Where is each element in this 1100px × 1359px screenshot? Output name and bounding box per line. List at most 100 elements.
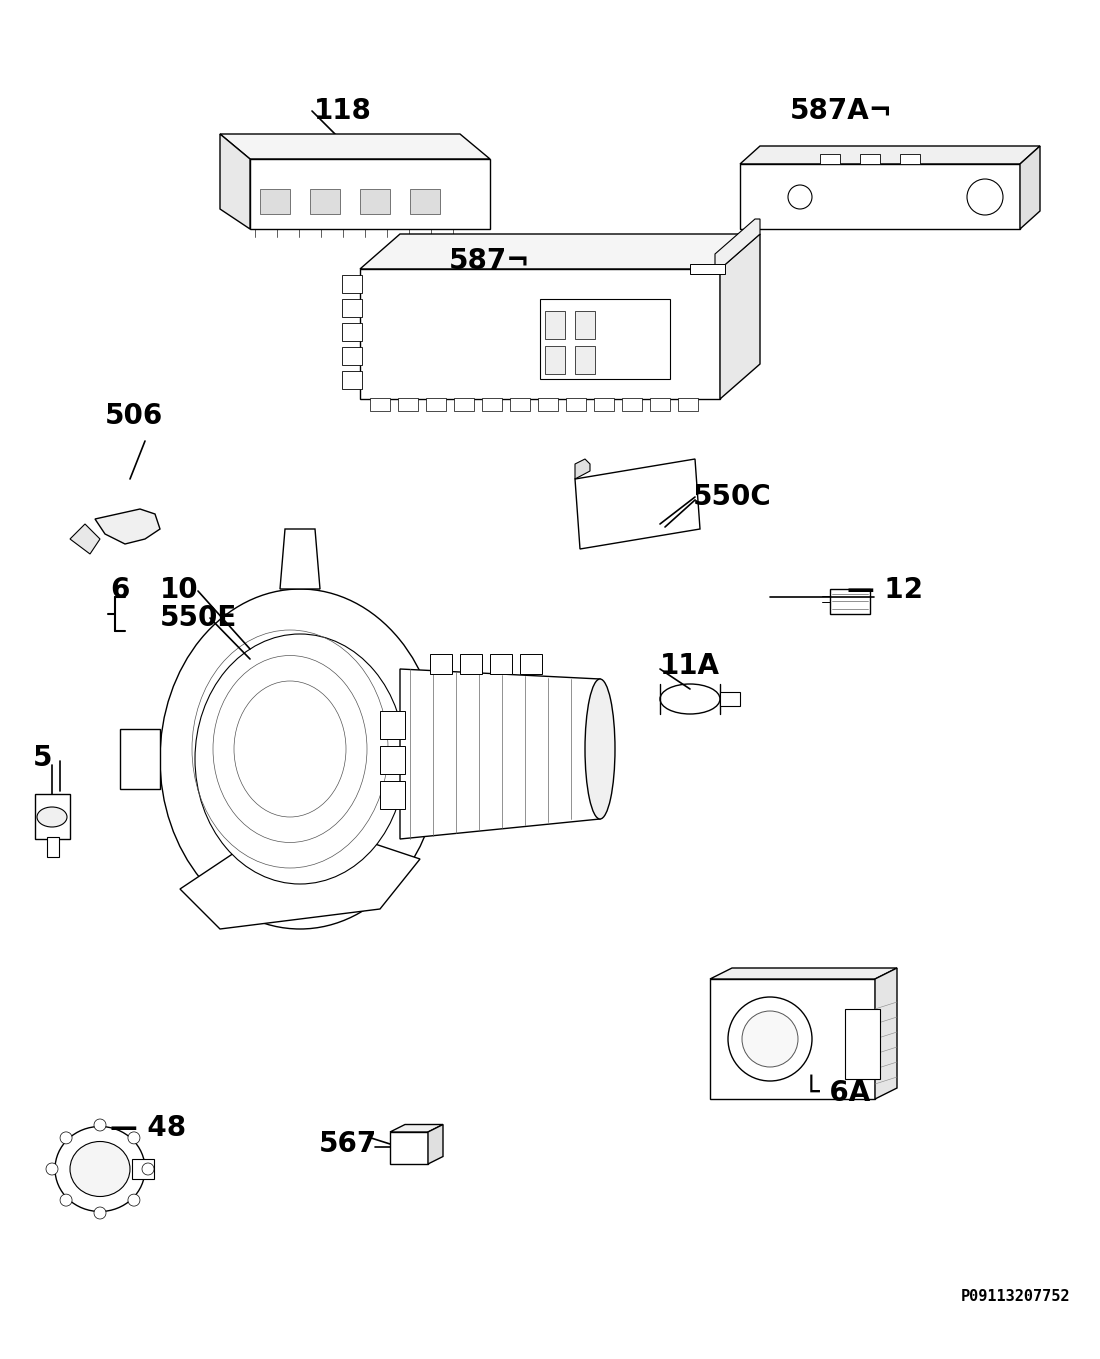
Bar — [370, 398, 390, 410]
Ellipse shape — [70, 1142, 130, 1196]
Polygon shape — [95, 510, 160, 544]
Bar — [342, 323, 362, 341]
Text: 11A: 11A — [660, 652, 720, 680]
Text: — 48: — 48 — [110, 1114, 186, 1142]
Bar — [830, 588, 870, 614]
Polygon shape — [250, 159, 490, 230]
Bar — [398, 398, 418, 410]
Ellipse shape — [660, 684, 720, 713]
Polygon shape — [720, 234, 760, 400]
Bar — [379, 746, 405, 775]
Polygon shape — [710, 968, 896, 978]
Polygon shape — [220, 135, 250, 230]
Bar — [35, 794, 70, 839]
Circle shape — [128, 1132, 140, 1144]
Polygon shape — [575, 459, 700, 549]
Bar — [845, 1008, 880, 1079]
Polygon shape — [220, 135, 490, 159]
Bar — [310, 189, 340, 213]
Bar — [342, 275, 362, 294]
Bar — [342, 299, 362, 317]
Bar — [575, 347, 595, 374]
Bar — [260, 189, 290, 213]
Polygon shape — [428, 1124, 443, 1165]
Polygon shape — [710, 978, 874, 1099]
Bar — [538, 398, 558, 410]
Polygon shape — [70, 525, 100, 554]
Ellipse shape — [195, 635, 405, 883]
Text: 550E: 550E — [160, 605, 236, 632]
Polygon shape — [740, 164, 1020, 230]
Text: 587¬: 587¬ — [449, 247, 530, 275]
Circle shape — [46, 1163, 58, 1176]
Text: 550C: 550C — [693, 484, 772, 511]
Polygon shape — [575, 459, 590, 478]
Bar — [379, 711, 405, 739]
Polygon shape — [120, 728, 160, 790]
Bar — [490, 654, 512, 674]
Ellipse shape — [55, 1127, 145, 1211]
Bar — [360, 189, 390, 213]
Text: 567: 567 — [319, 1131, 377, 1158]
Bar — [575, 311, 595, 338]
Text: 506: 506 — [104, 402, 163, 429]
Ellipse shape — [585, 680, 615, 819]
Bar — [690, 264, 725, 275]
Bar — [342, 371, 362, 389]
Bar — [860, 154, 880, 164]
Bar — [460, 654, 482, 674]
Bar — [47, 837, 59, 858]
Circle shape — [967, 179, 1003, 215]
Bar — [430, 654, 452, 674]
Bar — [650, 398, 670, 410]
Polygon shape — [400, 669, 600, 839]
Text: 10: 10 — [160, 576, 198, 603]
Bar — [720, 692, 740, 705]
Bar — [594, 398, 614, 410]
Circle shape — [94, 1118, 106, 1131]
Bar — [520, 654, 542, 674]
Polygon shape — [280, 529, 320, 588]
Bar — [342, 347, 362, 366]
Text: 118: 118 — [314, 98, 372, 125]
Polygon shape — [390, 1124, 443, 1132]
Polygon shape — [740, 145, 1040, 164]
Bar — [678, 398, 698, 410]
Polygon shape — [715, 219, 760, 269]
Bar — [900, 154, 920, 164]
Polygon shape — [874, 968, 896, 1099]
Bar — [132, 1159, 154, 1180]
Polygon shape — [180, 839, 420, 930]
Circle shape — [128, 1195, 140, 1207]
Text: 5: 5 — [33, 745, 53, 772]
Circle shape — [728, 998, 812, 1080]
Polygon shape — [360, 234, 760, 269]
Polygon shape — [1020, 145, 1040, 230]
Bar — [544, 311, 565, 338]
Ellipse shape — [37, 807, 67, 828]
Bar — [544, 347, 565, 374]
Bar — [426, 398, 446, 410]
Circle shape — [60, 1132, 73, 1144]
Text: 6: 6 — [110, 576, 130, 603]
Circle shape — [60, 1195, 73, 1207]
Circle shape — [94, 1207, 106, 1219]
Bar — [410, 189, 440, 213]
Bar — [820, 154, 840, 164]
Bar — [454, 398, 474, 410]
Bar — [379, 781, 405, 809]
Bar — [566, 398, 586, 410]
Bar — [482, 398, 502, 410]
Circle shape — [742, 1011, 797, 1067]
Text: P09113207752: P09113207752 — [960, 1288, 1070, 1305]
Bar — [540, 299, 670, 379]
Bar — [621, 398, 642, 410]
Polygon shape — [360, 269, 720, 400]
Text: 587A¬: 587A¬ — [790, 98, 893, 125]
Circle shape — [142, 1163, 154, 1176]
Ellipse shape — [160, 588, 440, 930]
Circle shape — [788, 185, 812, 209]
Text: └ 6A: └ 6A — [803, 1079, 870, 1106]
Text: — 12: — 12 — [847, 576, 923, 603]
Bar — [510, 398, 530, 410]
